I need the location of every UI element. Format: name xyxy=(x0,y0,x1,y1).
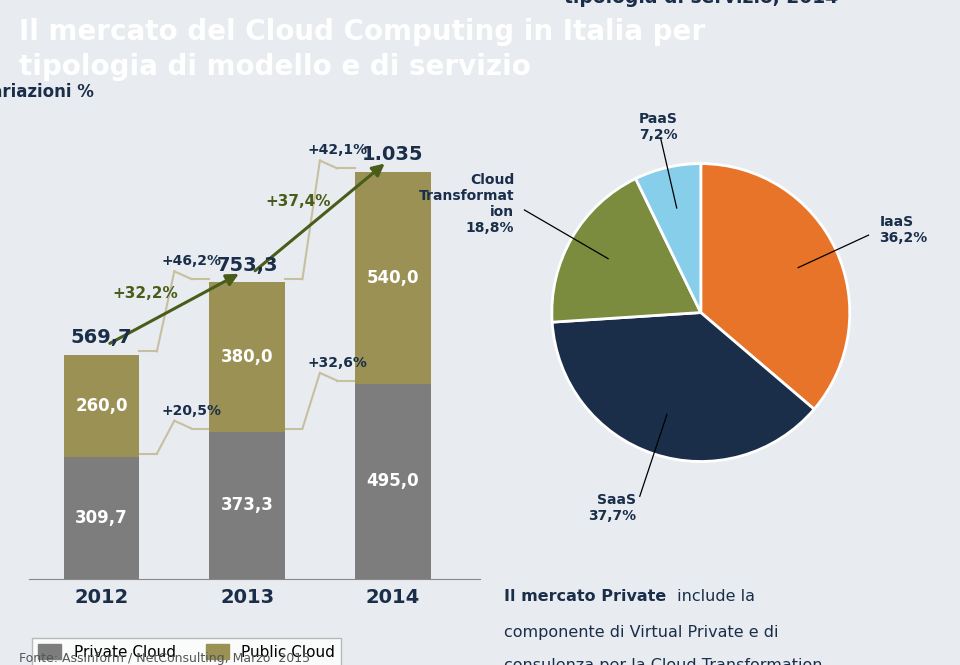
Bar xyxy=(209,432,285,579)
Bar xyxy=(355,172,430,384)
Text: Dati in Mln € e variazioni %: Dati in Mln € e variazioni % xyxy=(0,84,94,102)
Text: SaaS
37,7%: SaaS 37,7% xyxy=(588,493,636,523)
Text: Il mercato del Cloud Computing in Italia per
tipologia di modello e di servizio: Il mercato del Cloud Computing in Italia… xyxy=(19,18,706,81)
Text: 260,0: 260,0 xyxy=(75,396,128,415)
Text: +46,2%: +46,2% xyxy=(162,254,222,268)
Text: IaaS
36,2%: IaaS 36,2% xyxy=(879,215,927,245)
Bar xyxy=(63,457,139,579)
Text: 380,0: 380,0 xyxy=(221,348,274,366)
Text: Cloud
Transformat
ion
18,8%: Cloud Transformat ion 18,8% xyxy=(419,173,515,235)
Text: +32,6%: +32,6% xyxy=(307,356,368,370)
Text: +42,1%: +42,1% xyxy=(307,144,368,158)
Text: +32,2%: +32,2% xyxy=(112,286,179,301)
Text: PaaS
7,2%: PaaS 7,2% xyxy=(638,112,678,142)
Text: 1.035: 1.035 xyxy=(362,146,423,164)
Text: Fonte: Assinform / NetConsulting, Marzo  2015: Fonte: Assinform / NetConsulting, Marzo … xyxy=(19,652,310,665)
Text: +20,5%: +20,5% xyxy=(162,404,222,418)
Text: +37,4%: +37,4% xyxy=(265,194,331,209)
Wedge shape xyxy=(701,164,850,409)
Text: Composizione % per
tipologia di servizio, 2014: Composizione % per tipologia di servizio… xyxy=(564,0,838,7)
Wedge shape xyxy=(552,179,701,322)
Text: 569,7: 569,7 xyxy=(71,329,132,347)
Bar xyxy=(355,384,430,579)
Text: 309,7: 309,7 xyxy=(75,509,128,527)
Text: Il mercato Private: Il mercato Private xyxy=(504,589,666,604)
Bar xyxy=(63,354,139,457)
Bar xyxy=(209,283,285,432)
Text: 753,3: 753,3 xyxy=(216,256,277,275)
Text: componente di Virtual Private e di: componente di Virtual Private e di xyxy=(504,625,779,640)
Text: 373,3: 373,3 xyxy=(221,496,274,514)
Text: 540,0: 540,0 xyxy=(367,269,419,287)
Wedge shape xyxy=(636,164,701,313)
Text: consulenza per la Cloud Transformation: consulenza per la Cloud Transformation xyxy=(504,658,823,665)
Legend: Private Cloud, Public Cloud: Private Cloud, Public Cloud xyxy=(33,638,341,665)
Text: 495,0: 495,0 xyxy=(367,472,419,490)
Wedge shape xyxy=(552,313,814,462)
Text: include la: include la xyxy=(672,589,755,604)
